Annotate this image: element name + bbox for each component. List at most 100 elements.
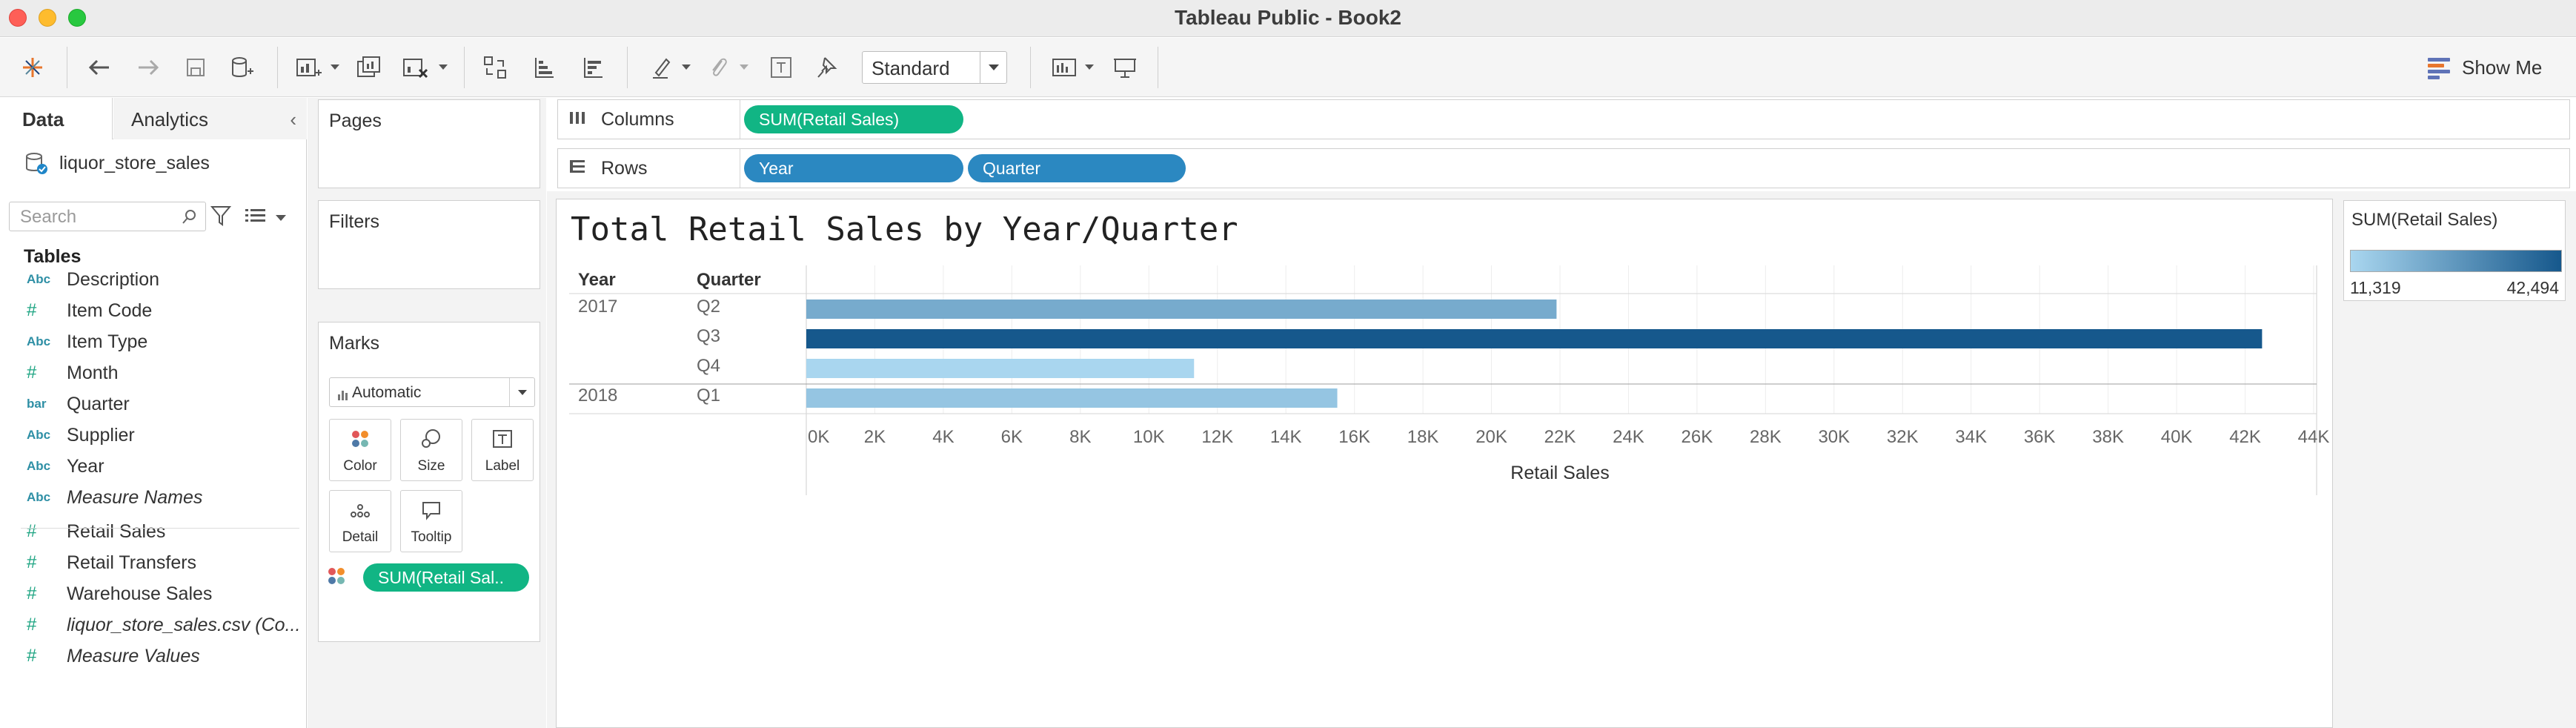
x-axis-label: Retail Sales bbox=[1510, 463, 1609, 483]
string-type-icon: Abc bbox=[27, 272, 51, 286]
tables-heading: Tables bbox=[24, 246, 82, 267]
columns-pill-retail-sales[interactable]: SUM(Retail Sales) bbox=[744, 105, 963, 133]
group-dropdown-icon[interactable] bbox=[738, 50, 750, 85]
highlight-pen-icon[interactable] bbox=[643, 50, 679, 85]
field-item[interactable]: # liquor_store_sales.csv (Co... bbox=[27, 611, 300, 639]
pin-axes-icon[interactable] bbox=[809, 50, 845, 85]
color-legend[interactable]: SUM(Retail Sales) 11,319 42,494 bbox=[2343, 200, 2566, 301]
field-item[interactable]: Abc Year bbox=[27, 452, 104, 480]
datasource-item[interactable]: liquor_store_sales bbox=[24, 148, 210, 178]
field-item[interactable]: Abc Item Type bbox=[27, 328, 147, 356]
x-tick-label: 6K bbox=[1001, 427, 1023, 447]
fit-select[interactable]: Standard bbox=[862, 51, 1007, 84]
x-tick-label: 44K bbox=[2298, 427, 2330, 447]
tab-analytics[interactable]: Analytics bbox=[113, 98, 307, 139]
new-worksheet-icon[interactable] bbox=[291, 50, 326, 85]
field-item[interactable]: # Retail Sales bbox=[27, 517, 165, 546]
rows-label: Rows bbox=[601, 158, 648, 179]
color-button[interactable]: Color bbox=[329, 419, 391, 481]
bar bbox=[806, 388, 1338, 408]
field-item[interactable]: # Item Code bbox=[27, 297, 152, 325]
swap-rows-columns-icon[interactable] bbox=[477, 50, 513, 85]
x-tick-label: 20K bbox=[1475, 427, 1507, 447]
color-label: Color bbox=[343, 458, 377, 474]
x-tick-label: 34K bbox=[1955, 427, 1987, 447]
clear-sheet-icon[interactable] bbox=[397, 50, 433, 85]
fit-select-value: Standard bbox=[872, 57, 950, 79]
worksheet-view[interactable] bbox=[556, 199, 2333, 728]
label-button[interactable]: Label bbox=[471, 419, 534, 481]
tab-data[interactable]: Data bbox=[0, 98, 113, 139]
duplicate-sheet-icon[interactable] bbox=[351, 50, 387, 85]
collapse-pane-icon[interactable]: ‹ bbox=[290, 108, 296, 130]
field-item[interactable]: # Measure Values bbox=[27, 642, 200, 670]
maximize-window-button[interactable] bbox=[68, 9, 86, 27]
field-item[interactable]: # Retail Transfers bbox=[27, 549, 196, 577]
rows-pill-quarter[interactable]: Quarter bbox=[968, 154, 1186, 182]
x-tick-label: 42K bbox=[2229, 427, 2261, 447]
measure-type-icon: # bbox=[27, 300, 37, 320]
field-name: liquor_store_sales.csv (Co... bbox=[67, 614, 301, 635]
show-mark-labels-icon[interactable] bbox=[763, 50, 799, 85]
field-item[interactable]: # Warehouse Sales bbox=[27, 580, 212, 608]
x-tick-label: 28K bbox=[1750, 427, 1782, 447]
field-item[interactable]: # Month bbox=[27, 359, 118, 387]
rows-pill-year[interactable]: Year bbox=[744, 154, 963, 182]
clear-sheet-dropdown-icon[interactable] bbox=[437, 50, 449, 85]
tooltip-button[interactable]: Tooltip bbox=[400, 490, 462, 552]
field-name: Year bbox=[67, 455, 104, 477]
marks-title: Marks bbox=[329, 333, 380, 354]
detail-button[interactable]: Detail bbox=[329, 490, 391, 552]
data-pane: Data Analytics ‹ liquor_store_sales Sear… bbox=[0, 98, 307, 728]
chevron-down-icon[interactable] bbox=[509, 378, 534, 406]
size-icon bbox=[401, 428, 462, 451]
sort-ascending-icon[interactable] bbox=[526, 50, 562, 85]
datasource-icon bbox=[24, 150, 49, 176]
rows-icon bbox=[568, 158, 591, 188]
color-measure-pill[interactable]: SUM(Retail Sal.. bbox=[363, 563, 529, 592]
x-tick-label: 16K bbox=[1338, 427, 1370, 447]
sort-descending-icon[interactable] bbox=[575, 50, 611, 85]
redo-arrow-icon[interactable] bbox=[130, 50, 166, 85]
field-item[interactable]: Abc Supplier bbox=[27, 421, 135, 449]
field-item[interactable]: bar Quarter bbox=[27, 390, 130, 418]
close-window-button[interactable] bbox=[9, 9, 27, 27]
mark-type-select[interactable]: Automatic bbox=[329, 377, 535, 407]
filter-funnel-icon[interactable] bbox=[210, 205, 232, 231]
tableau-logo-icon[interactable] bbox=[15, 50, 50, 85]
columns-icon bbox=[568, 109, 591, 139]
legend-max: 42,494 bbox=[2506, 278, 2559, 297]
detail-dots-icon bbox=[330, 500, 391, 522]
search-input[interactable]: Search bbox=[9, 202, 206, 231]
show-cards-icon[interactable] bbox=[1046, 50, 1082, 85]
presentation-mode-icon[interactable] bbox=[1107, 50, 1143, 85]
group-paperclip-icon[interactable] bbox=[701, 50, 737, 85]
year-label: 2018 bbox=[578, 385, 618, 406]
show-me-button[interactable]: Show Me bbox=[2428, 53, 2561, 82]
string-type-icon: Abc bbox=[27, 459, 51, 473]
undo-arrow-icon[interactable] bbox=[82, 50, 117, 85]
string-type-icon: Abc bbox=[27, 490, 51, 504]
year-label: 2017 bbox=[578, 297, 618, 317]
view-dropdown-icon[interactable] bbox=[276, 215, 286, 221]
window-title: Tableau Public - Book2 bbox=[1175, 6, 1401, 29]
pages-shelf[interactable]: Pages bbox=[318, 99, 540, 188]
x-tick-label: 2K bbox=[864, 427, 886, 447]
field-item[interactable]: Abc Measure Names bbox=[27, 483, 202, 512]
field-item[interactable]: Abc Description bbox=[27, 265, 159, 294]
save-icon[interactable] bbox=[178, 50, 213, 85]
view-list-icon[interactable] bbox=[245, 208, 267, 228]
show-cards-dropdown-icon[interactable] bbox=[1083, 50, 1095, 85]
new-worksheet-dropdown-icon[interactable] bbox=[329, 50, 341, 85]
size-button[interactable]: Size bbox=[400, 419, 462, 481]
filters-shelf[interactable]: Filters bbox=[318, 200, 540, 289]
measure-type-icon: # bbox=[27, 646, 37, 666]
new-data-source-icon[interactable] bbox=[224, 50, 259, 85]
minimize-window-button[interactable] bbox=[39, 9, 56, 27]
chevron-down-icon[interactable] bbox=[980, 52, 1006, 83]
highlight-dropdown-icon[interactable] bbox=[680, 50, 692, 85]
show-me-label: Show Me bbox=[2462, 56, 2543, 79]
measure-type-icon: # bbox=[27, 363, 37, 383]
color-encoding-icon bbox=[326, 566, 347, 590]
